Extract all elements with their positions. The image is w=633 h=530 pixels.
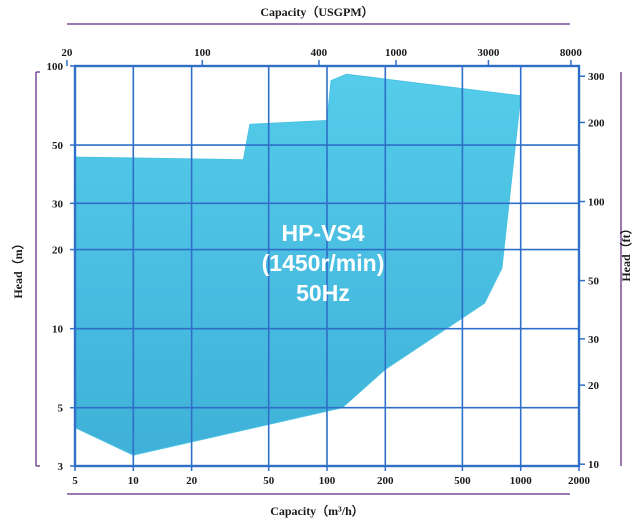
x-top-tick-label: 400 xyxy=(311,47,328,59)
x-top-tick-label: 20 xyxy=(61,47,73,59)
x-bottom-tick-label: 200 xyxy=(377,475,394,487)
x-top-tick-label: 3000 xyxy=(477,47,500,59)
chart-annotation-line: (1450r/min) xyxy=(262,250,385,276)
x-top-tick-label: 8000 xyxy=(560,47,583,59)
y-right-tick-label: 300 xyxy=(588,71,605,83)
x-top-tick-label: 100 xyxy=(194,47,211,59)
chart-annotation-line: HP-VS4 xyxy=(281,220,364,246)
y-right-axis-title: Head（ft） xyxy=(618,222,633,281)
x-bottom-tick-label: 10 xyxy=(128,475,140,487)
y-right-tick-label: 200 xyxy=(588,117,605,129)
x-bottom-tick-label: 100 xyxy=(319,475,336,487)
y-left-tick-label: 3 xyxy=(58,461,64,473)
y-left-tick-label: 50 xyxy=(52,140,64,152)
x-bottom-axis-title: Capacity（m³/h） xyxy=(270,503,364,518)
y-right-tick-label: 30 xyxy=(588,334,600,346)
x-bottom-tick-label: 2000 xyxy=(568,475,591,487)
y-left-tick-label: 10 xyxy=(52,324,64,336)
x-bottom-tick-label: 50 xyxy=(263,475,275,487)
x-bottom-tick-label: 5 xyxy=(72,475,78,487)
performance-envelope-area xyxy=(74,73,522,456)
y-right-tick-label: 20 xyxy=(588,380,600,392)
y-left-tick-label: 30 xyxy=(52,198,64,210)
y-left-axis-title: Head（m） xyxy=(10,237,25,298)
x-bottom-tick-label: 1000 xyxy=(510,475,533,487)
y-left-tick-label: 100 xyxy=(47,61,64,73)
x-bottom-tick-label: 500 xyxy=(454,475,471,487)
x-bottom-tick-label: 20 xyxy=(186,475,198,487)
x-top-axis-title: Capacity（USGPM） xyxy=(260,4,373,19)
y-left-tick-label: 20 xyxy=(52,245,64,257)
y-left-tick-label: 5 xyxy=(58,403,64,415)
y-right-tick-label: 10 xyxy=(588,459,600,471)
y-right-tick-label: 100 xyxy=(588,197,605,209)
y-right-tick-label: 50 xyxy=(588,276,600,288)
x-top-tick-label: 1000 xyxy=(385,47,408,59)
chart-annotation-line: 50Hz xyxy=(296,280,350,306)
